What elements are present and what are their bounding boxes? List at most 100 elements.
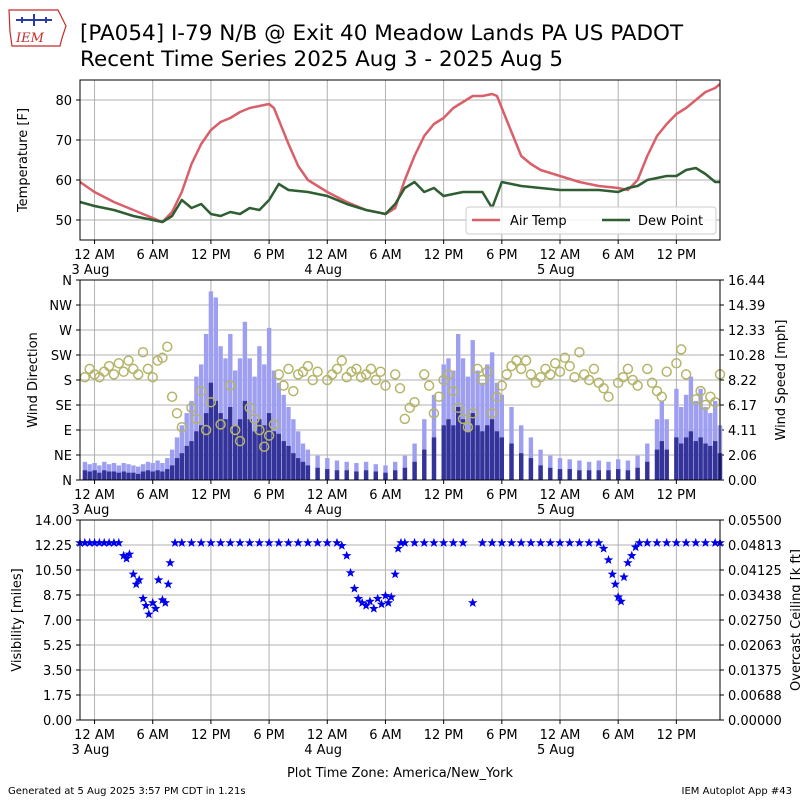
wind-speed-bar (334, 470, 340, 480)
wind-direction-point (351, 363, 362, 375)
wind-direction-point (545, 369, 556, 380)
visibility-star-point (124, 549, 135, 559)
temperature-xtick-label: 12 AM (540, 248, 581, 263)
ceiling-tick-label: 0.02063 (728, 639, 782, 654)
visibility-star-point (429, 537, 439, 547)
wind-direction-point (423, 380, 435, 391)
wind-direction-point (229, 424, 241, 436)
wind-gust-bar (557, 458, 563, 480)
weather-station-icon (16, 14, 52, 26)
wind-direction-tick-label: NE (54, 449, 72, 464)
visibility-star-point (131, 579, 141, 589)
wind-speed-bar (422, 449, 427, 480)
wind-speed-bar (300, 461, 306, 480)
wind-direction-point (574, 346, 585, 358)
wind-xtick-label: 12 AM (74, 488, 115, 503)
wind-speed-bar (519, 453, 524, 480)
wind-speed-bar (485, 425, 490, 480)
ceiling-tick-label: 0.04813 (728, 539, 782, 554)
wind-direction-point (642, 363, 653, 375)
wind-direction-point (399, 413, 411, 425)
visibility-star-point (369, 603, 379, 613)
wind-direction-point (506, 360, 517, 372)
wind-direction-point (205, 396, 217, 408)
wind-direction-point (84, 363, 95, 375)
visibility-ytick-label: 7.00 (43, 614, 72, 629)
wind-direction-point (477, 374, 488, 386)
ceiling-tick-label: 0.00000 (728, 714, 782, 729)
wind-direction-point (118, 366, 129, 377)
wind-speed-bar (354, 471, 359, 480)
wind-direction-point (128, 363, 139, 375)
wind-gust-bar (441, 364, 446, 480)
wind-gust-bar (136, 466, 141, 480)
wind-direction-tick-label: S (64, 374, 72, 389)
visibility-star-point (254, 537, 265, 547)
visibility-star-point (177, 537, 187, 547)
wind-speed-bar (688, 431, 694, 480)
wind-direction-point (166, 391, 178, 402)
visibility-star-point (584, 537, 594, 547)
chart-title-line2: Recent Time Series 2025 Aug 3 - 2025 Aug… (80, 47, 563, 72)
wind-gust-bar (276, 382, 281, 480)
wind-speed-bar (155, 470, 160, 480)
wind-speed-bar (233, 425, 238, 480)
wind-speed-bar (465, 431, 471, 480)
wind-direction-point (428, 408, 440, 419)
wind-speed-bar (431, 437, 437, 480)
wind-gust-bar (266, 327, 272, 480)
wind-gust-bar (203, 334, 209, 480)
wind-direction-point (559, 352, 571, 364)
wind-direction-point (108, 369, 120, 380)
visibility-star-point (118, 550, 129, 560)
wind-xtick-label: 6 PM (253, 488, 284, 503)
wind-direction-point (540, 363, 551, 375)
visibility-axis-label: Visibility [miles] (10, 568, 25, 671)
visibility-star-point (634, 537, 645, 547)
visibility-ytick-label: 0.00 (43, 714, 72, 729)
visibility-star-point (80, 537, 90, 547)
wind-direction-point (671, 358, 682, 369)
visibility-star-point (691, 537, 701, 547)
wind-direction-point (646, 377, 658, 389)
wind-gust-bar (645, 443, 650, 480)
wind-direction-point (254, 424, 265, 436)
wind-speed-bar (179, 453, 184, 480)
wind-speed-bar (456, 407, 461, 480)
wind-speed-bar (106, 471, 112, 480)
wind-speed-bar (315, 467, 320, 480)
wind-gust-bar (596, 460, 601, 480)
wind-direction-point (331, 363, 343, 375)
wind-speed-bar (664, 449, 669, 480)
wind-gust-bar (460, 358, 466, 480)
wind-speed-bar (87, 471, 92, 480)
visibility-star-point (283, 537, 294, 547)
visibility-star-point (337, 540, 347, 550)
visibility-star-point (594, 537, 604, 547)
wind-direction-point (603, 391, 614, 402)
wind-gust-bar (489, 352, 495, 480)
wind-speed-bar (252, 431, 257, 480)
wind-speed-bar (606, 470, 611, 480)
wind-direction-point (195, 385, 207, 397)
visibility-star-point (376, 599, 387, 609)
visibility-star-point (700, 537, 711, 547)
logo-text: IEM (15, 31, 45, 46)
wind-speed-bar (679, 443, 684, 480)
wind-speed-bar (296, 458, 301, 480)
wind-speed-bar (441, 425, 446, 480)
visibility-star-point (89, 537, 100, 547)
wind-direction-point (113, 358, 125, 369)
visibility-xtick-date: 3 Aug (72, 743, 110, 758)
visibility-star-point (623, 557, 633, 567)
visibility-star-point (312, 537, 323, 547)
wind-speed-tick-label: 16.44 (728, 274, 765, 289)
wind-direction-point (520, 355, 532, 366)
wind-speed-bar (136, 473, 141, 480)
visibility-star-point (357, 597, 367, 607)
visibility-star-point (365, 596, 375, 606)
wind-speed-bar (121, 471, 126, 480)
wind-direction-point (336, 355, 348, 366)
wind-speed-bar (116, 472, 121, 480)
visibility-star-point (153, 575, 164, 584)
